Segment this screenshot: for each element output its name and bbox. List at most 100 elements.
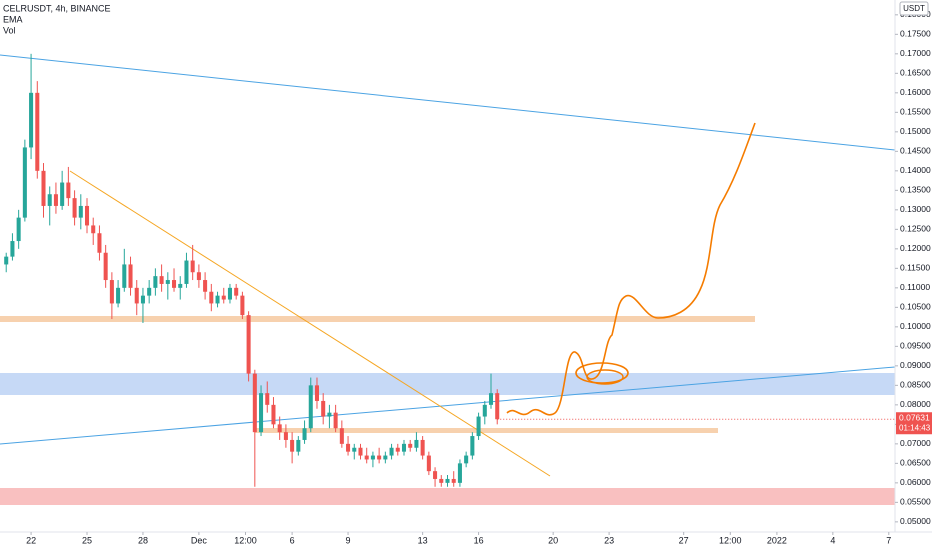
highlight-circle xyxy=(575,362,629,384)
y-tick-label: 0.11500 xyxy=(900,263,930,273)
y-tick-label: 0.17500 xyxy=(900,29,931,39)
candle-body xyxy=(488,393,494,405)
axis-unit: USDT xyxy=(903,4,925,13)
y-tick-label: 0.05000 xyxy=(900,516,931,526)
x-tick-label: 28 xyxy=(138,535,148,545)
candle-body xyxy=(184,260,189,284)
candle-body xyxy=(116,287,121,304)
candle-body xyxy=(128,264,133,288)
candle-body xyxy=(22,147,27,218)
price-tag xyxy=(896,412,932,435)
candle-body xyxy=(296,439,301,452)
candle-body xyxy=(16,217,21,242)
chart-title: CELRUSDT, 4h, BINANCE xyxy=(3,3,111,13)
candles xyxy=(4,53,500,487)
y-tick-label: 0.10000 xyxy=(900,321,931,331)
y-tick-label: 0.11000 xyxy=(900,282,930,292)
x-tick-label: 4 xyxy=(830,535,835,545)
x-tick-label: 9 xyxy=(346,535,351,545)
candle-body xyxy=(408,443,413,448)
candle-body xyxy=(122,264,127,288)
candle-body xyxy=(401,443,407,452)
y-tick-label: 0.14000 xyxy=(900,165,931,175)
candle-body xyxy=(4,256,9,265)
y-tick-label: 0.10500 xyxy=(900,302,931,312)
x-tick-label: 12:00 xyxy=(719,535,742,545)
y-tick-label: 0.14500 xyxy=(900,146,931,156)
x-tick-label: 20 xyxy=(548,535,558,545)
candle-body xyxy=(47,194,52,206)
candle-body xyxy=(215,295,220,304)
projection-path xyxy=(506,122,756,416)
candle-body xyxy=(10,241,15,257)
candle-body xyxy=(259,393,264,433)
y-tick-label: 0.16000 xyxy=(900,87,931,97)
candle-body xyxy=(445,478,450,483)
candle-body xyxy=(196,272,201,281)
y-tick-label: 0.17000 xyxy=(900,48,931,58)
x-tick-label: 13 xyxy=(418,535,428,545)
y-tick-label: 0.05500 xyxy=(900,497,931,507)
candle-body xyxy=(240,295,245,316)
y-tick-label: 0.12000 xyxy=(900,243,931,253)
highlight-circle xyxy=(586,369,624,385)
candle-body xyxy=(178,283,183,288)
candle-body xyxy=(140,295,145,304)
candle-body xyxy=(221,295,226,300)
candle-body xyxy=(389,447,394,456)
candle-body xyxy=(321,400,326,417)
y-tick-label: 0.09000 xyxy=(900,360,931,370)
trend-line xyxy=(0,54,896,151)
candle-body xyxy=(165,280,170,284)
y-tick-label: 0.06500 xyxy=(900,458,931,468)
candle-body xyxy=(451,478,456,483)
x-tick-label: 22 xyxy=(26,535,36,545)
resistance-zone xyxy=(0,316,755,322)
x-tick-label: 12:00 xyxy=(234,535,257,545)
candle-body xyxy=(302,428,307,440)
candle-body xyxy=(283,432,288,440)
candle-body xyxy=(109,280,114,304)
candle-body xyxy=(346,443,351,452)
candle-body xyxy=(290,439,295,452)
candle-body xyxy=(29,92,34,148)
candle-body xyxy=(277,424,282,433)
candle-body xyxy=(482,404,487,417)
candle-body xyxy=(433,471,438,479)
candle-body xyxy=(78,205,83,218)
candle-body xyxy=(358,447,363,456)
red-zone xyxy=(0,488,895,505)
candle-body xyxy=(464,455,469,464)
support-zone xyxy=(255,428,718,433)
price-tag-countdown: 01:14:43 xyxy=(899,423,931,432)
candle-body xyxy=(227,287,232,300)
candle-body xyxy=(439,478,444,483)
candle-body xyxy=(66,182,71,199)
candle-body xyxy=(209,291,214,304)
candle-body xyxy=(420,439,425,456)
y-tick-label: 0.15000 xyxy=(900,126,931,136)
candle-body xyxy=(84,205,90,226)
candle-body xyxy=(370,455,375,460)
candle-body xyxy=(495,393,500,420)
x-tick-label: 7 xyxy=(886,535,891,545)
x-tick-label: 2022 xyxy=(767,535,787,545)
candle-body xyxy=(203,280,208,292)
candle-body xyxy=(333,412,338,429)
candle-body xyxy=(426,455,431,472)
candle-body xyxy=(271,404,276,425)
unit-box xyxy=(899,1,929,16)
candle-body xyxy=(41,170,46,206)
trend-line xyxy=(69,170,551,477)
y-tick-label: 0.13500 xyxy=(900,185,931,195)
candle-body xyxy=(470,436,475,456)
candle-body xyxy=(265,393,270,405)
candle-body xyxy=(190,260,195,273)
candle-body xyxy=(308,385,313,429)
candle-body xyxy=(72,198,77,218)
candle-body xyxy=(97,233,102,253)
candle-body xyxy=(314,385,319,401)
blue-zone xyxy=(0,373,895,395)
candle-body xyxy=(53,194,58,206)
